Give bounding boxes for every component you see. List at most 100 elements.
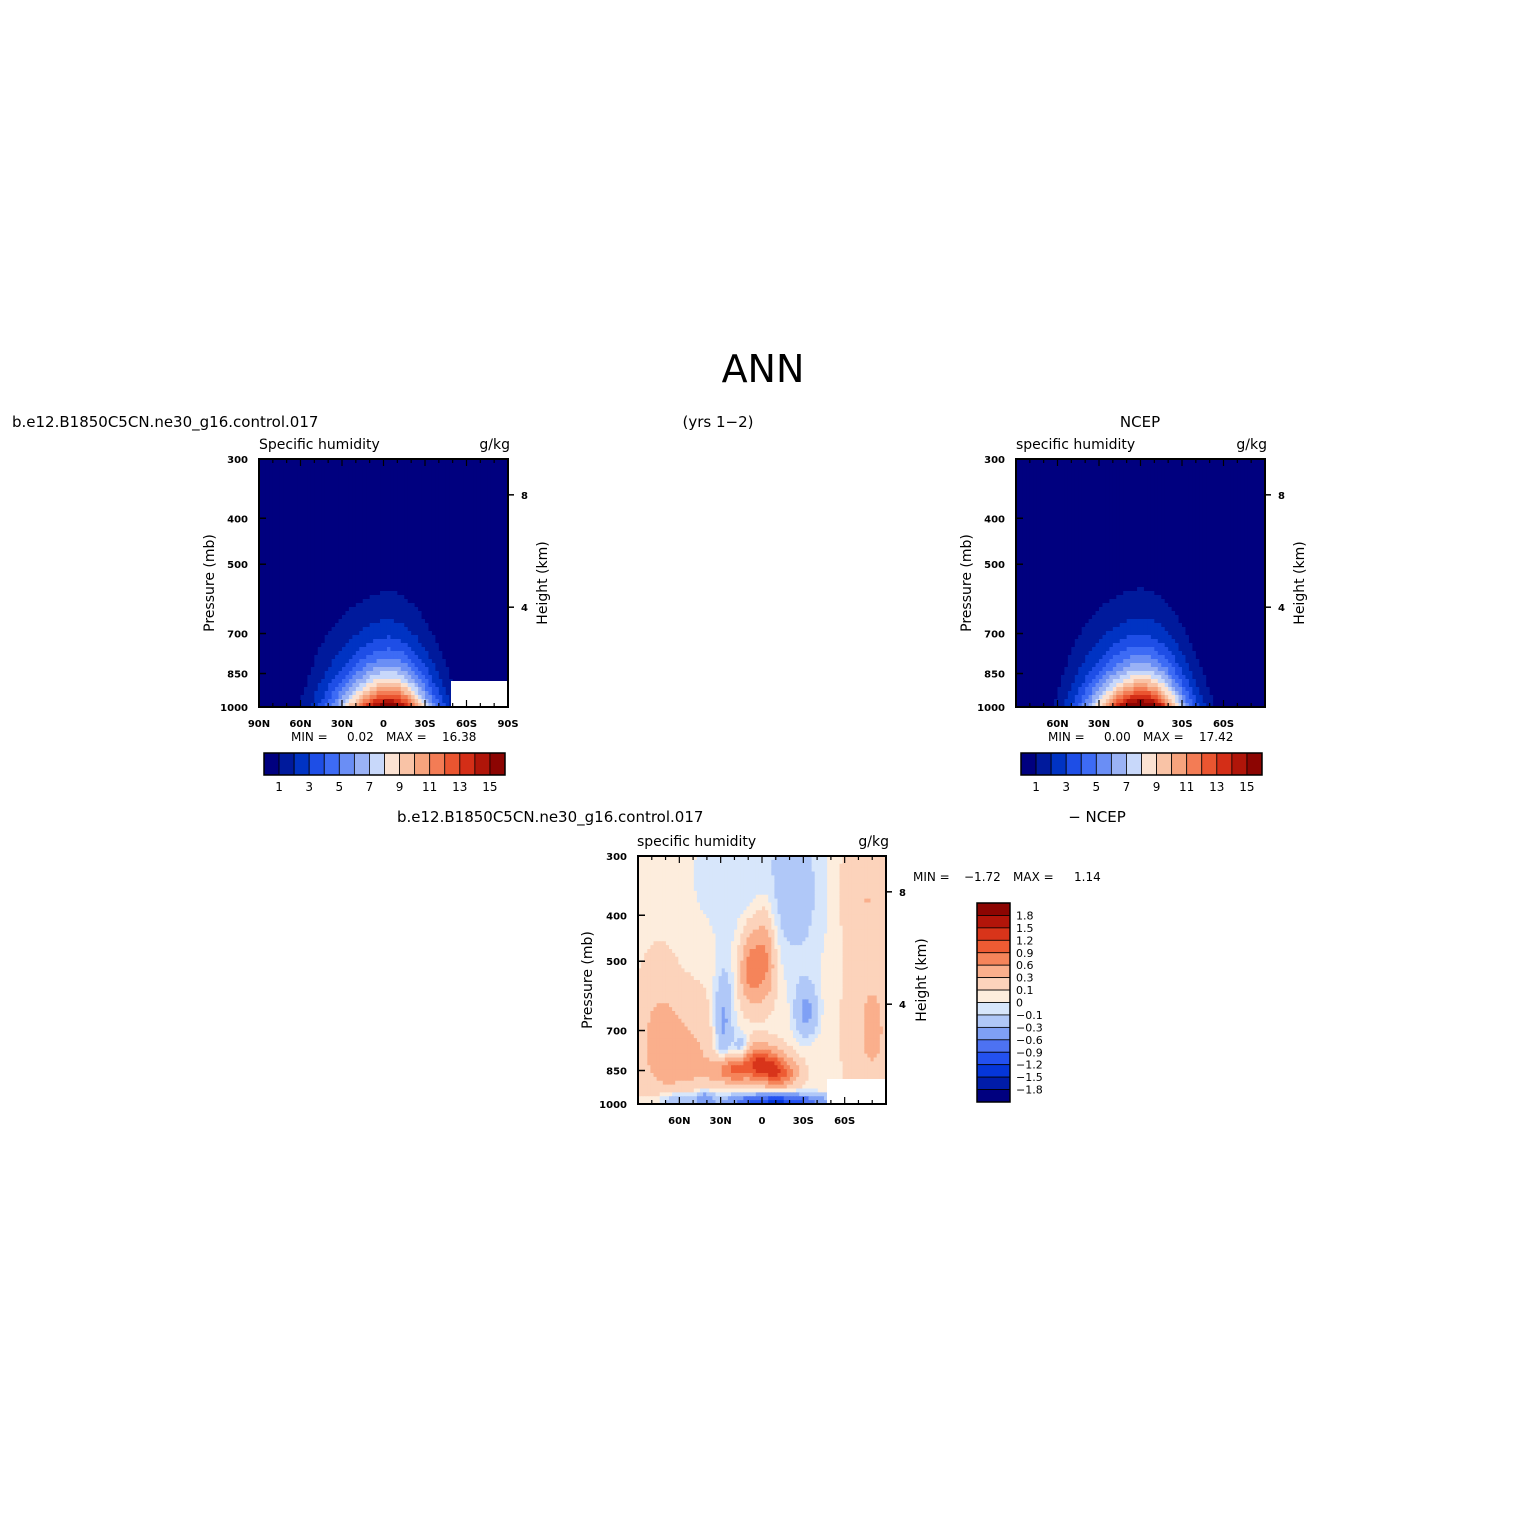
obs-field-cell <box>1130 463 1135 468</box>
model-field-cell <box>501 467 506 472</box>
obs-field-cell <box>1016 475 1021 480</box>
model-field-cell <box>310 519 315 524</box>
model-field-cell <box>431 479 436 484</box>
model-field-cell <box>438 683 443 688</box>
model-field-cell <box>428 531 433 536</box>
model-field-cell <box>445 551 450 556</box>
model-field-cell <box>331 667 336 672</box>
model-field-cell <box>355 511 360 516</box>
model-field-cell <box>480 587 485 592</box>
model-field-cell <box>317 491 322 496</box>
obs-field-cell <box>1081 471 1086 476</box>
model-field-cell <box>497 663 502 668</box>
model-field-cell <box>504 571 508 576</box>
model-field-cell <box>483 591 488 596</box>
model-field-cell <box>286 555 291 560</box>
model-field-cell <box>497 523 502 528</box>
model-field-cell <box>393 567 398 572</box>
model-field-cell <box>342 459 347 464</box>
model-field-cell <box>421 571 426 576</box>
model-field-cell <box>262 535 267 540</box>
model-field-cell <box>369 527 374 532</box>
model-field-cell <box>418 643 423 648</box>
model-field-cell <box>393 479 398 484</box>
model-field-cell <box>265 503 270 508</box>
model-field-cell <box>345 491 350 496</box>
model-field-cell <box>438 619 443 624</box>
model-field-cell <box>259 675 264 680</box>
model-field-cell <box>466 643 471 648</box>
model-field-cell <box>414 559 419 564</box>
model-field-cell <box>276 591 281 596</box>
model-field-cell <box>373 551 378 556</box>
model-field-cell <box>466 499 471 504</box>
model-field-cell <box>421 583 426 588</box>
model-field-cell <box>303 483 309 488</box>
model-field-cell <box>383 487 388 492</box>
model-field-cell <box>476 591 481 596</box>
model-field-cell <box>386 535 392 540</box>
model-field-cell <box>369 659 374 664</box>
model-field-cell <box>390 519 395 524</box>
model-field-cell <box>480 463 485 468</box>
model-field-cell <box>290 495 295 500</box>
model-field-cell <box>483 527 488 532</box>
model-field-cell <box>435 571 440 576</box>
obs-field-cell <box>1154 463 1159 468</box>
obs-field-cell <box>1057 459 1062 464</box>
model-field-cell <box>310 499 315 504</box>
model-field-cell <box>386 595 392 600</box>
model-field-cell <box>338 503 343 508</box>
model-field-cell <box>421 567 426 572</box>
obs-field-cell <box>1247 475 1252 480</box>
model-field-cell <box>452 555 457 560</box>
model-field-cell <box>469 667 475 672</box>
model-field-cell <box>283 667 288 672</box>
model-field-cell <box>407 511 412 516</box>
model-field-cell <box>276 463 281 468</box>
model-field-cell <box>380 595 385 600</box>
model-field-cell <box>404 651 409 656</box>
model-field-cell <box>376 555 381 560</box>
model-field-cell <box>262 559 267 564</box>
model-field-cell <box>418 615 423 620</box>
model-field-cell <box>393 623 398 628</box>
model-field-cell <box>459 627 464 632</box>
obs-field-cell <box>1226 475 1232 480</box>
model-field-cell <box>366 599 371 604</box>
model-field-cell <box>317 503 322 508</box>
model-field-cell <box>390 583 395 588</box>
model-field-cell <box>259 683 264 688</box>
model-field-cell <box>290 631 295 636</box>
model-field-cell <box>269 703 274 707</box>
model-field-cell <box>324 583 329 588</box>
model-field-cell <box>272 699 277 704</box>
model-colorbar-box <box>399 752 416 776</box>
model-field-cell <box>331 651 336 656</box>
obs-field-cell <box>1116 471 1121 476</box>
model-field-cell <box>459 587 464 592</box>
model-field-cell <box>452 599 457 604</box>
model-field-cell <box>376 643 381 648</box>
model-field-cell <box>324 595 329 600</box>
obs-name: NCEP <box>1120 413 1160 431</box>
model-field-cell <box>355 471 360 476</box>
model-field-cell <box>290 575 295 580</box>
model-field-cell <box>328 499 333 504</box>
model-field-cell <box>352 539 357 544</box>
model-field-cell <box>473 675 478 680</box>
model-field-cell <box>362 611 367 616</box>
model-field-cell <box>303 663 309 668</box>
model-field-cell <box>456 611 461 616</box>
model-field-cell <box>435 547 440 552</box>
model-field-cell <box>376 655 381 660</box>
model-field-cell <box>469 579 475 584</box>
model-field-cell <box>265 603 270 608</box>
model-field-cell <box>279 475 284 480</box>
model-field-cell <box>345 523 350 528</box>
model-field-cell <box>359 667 364 672</box>
model-field-cell <box>373 651 378 656</box>
model-field-cell <box>421 575 426 580</box>
model-field-cell <box>456 587 461 592</box>
model-field-cell <box>476 527 481 532</box>
